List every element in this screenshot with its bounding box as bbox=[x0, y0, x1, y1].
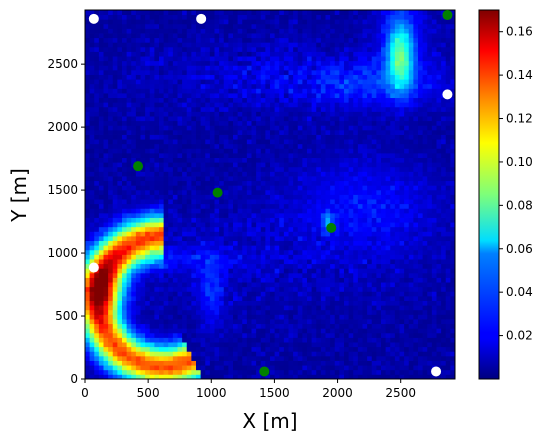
y-axis: 0 500 1000 1500 2000 2500 bbox=[47, 57, 85, 386]
green-point bbox=[133, 161, 144, 172]
green-point bbox=[326, 222, 337, 233]
colorbar-tick-label: 0.16 bbox=[506, 25, 533, 39]
x-tick-label: 500 bbox=[137, 386, 160, 400]
x-tick-label: 2500 bbox=[385, 386, 416, 400]
colorbar-tick-label: 0.08 bbox=[506, 198, 533, 212]
colorbar-tick-label: 0.10 bbox=[506, 155, 533, 169]
white-point bbox=[196, 13, 207, 24]
marker-points bbox=[88, 10, 453, 377]
colorbar-tick-label: 0.02 bbox=[506, 329, 533, 343]
x-tick-label: 0 bbox=[81, 386, 89, 400]
colorbar-tick-label: 0.04 bbox=[506, 285, 533, 299]
x-tick-label: 1500 bbox=[259, 386, 290, 400]
y-tick-label: 500 bbox=[55, 309, 78, 323]
colorbar-tick-label: 0.06 bbox=[506, 242, 533, 256]
green-point bbox=[212, 187, 223, 198]
heatmap-field bbox=[85, 10, 455, 379]
white-point bbox=[431, 366, 442, 377]
colorbar-tick-label: 0.12 bbox=[506, 112, 533, 126]
x-axis: 0 500 1000 1500 2000 2500 bbox=[81, 379, 416, 400]
x-tick-label: 1000 bbox=[196, 386, 227, 400]
x-tick-label: 2000 bbox=[322, 386, 353, 400]
colorbar-ticks: 0.02 0.04 0.06 0.08 0.10 0.12 0.14 0.16 bbox=[499, 25, 533, 343]
y-tick-label: 1000 bbox=[47, 246, 78, 260]
y-axis-label: Y [m] bbox=[7, 168, 31, 223]
y-tick-label: 2000 bbox=[47, 120, 78, 134]
y-tick-label: 0 bbox=[70, 372, 78, 386]
colorbar bbox=[478, 9, 500, 380]
green-point bbox=[442, 10, 453, 21]
y-tick-label: 1500 bbox=[47, 183, 78, 197]
x-axis-label: X [m] bbox=[242, 409, 297, 433]
white-point bbox=[88, 13, 99, 24]
green-point bbox=[259, 366, 270, 377]
white-point bbox=[88, 262, 99, 273]
y-tick-label: 2500 bbox=[47, 57, 78, 71]
colorbar-tick-label: 0.14 bbox=[506, 68, 533, 82]
white-point bbox=[442, 89, 453, 100]
plot-frame bbox=[84, 9, 456, 380]
